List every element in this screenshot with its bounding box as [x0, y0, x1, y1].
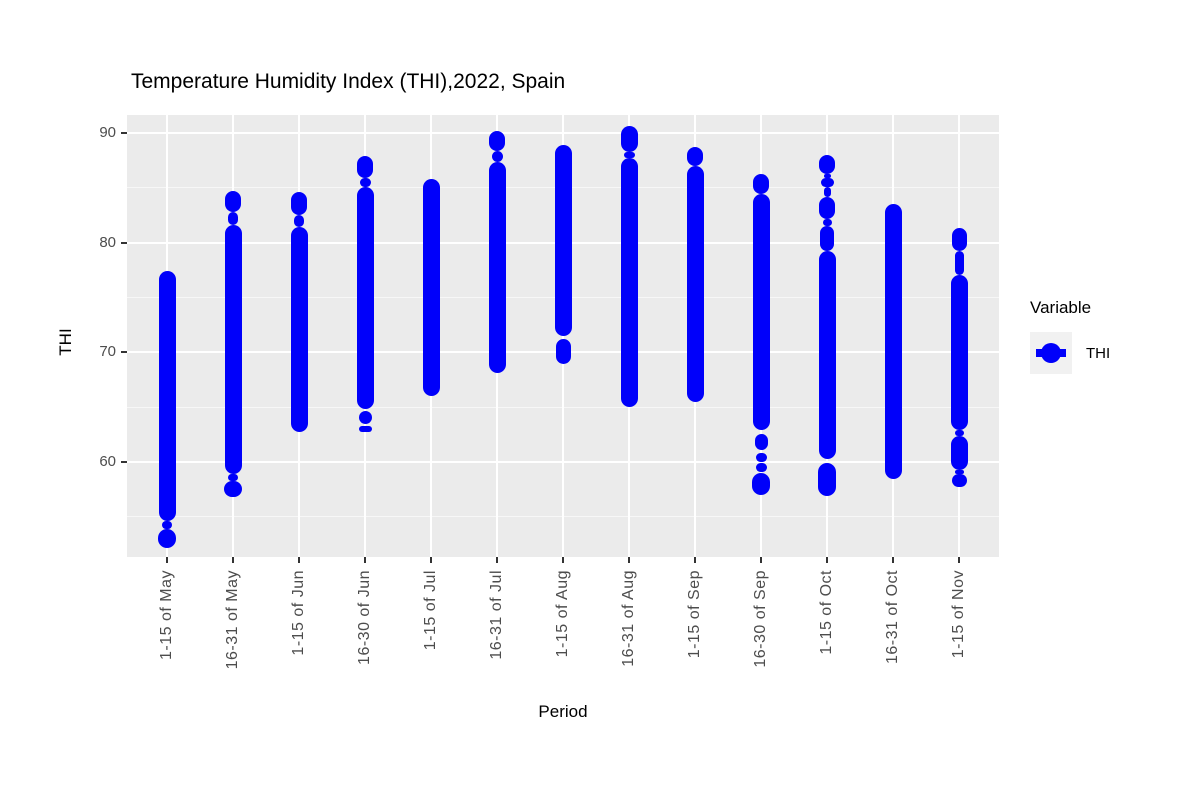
- point-column-segment: [820, 226, 834, 252]
- point-column-segment: [158, 529, 176, 548]
- x-tick: [892, 557, 894, 563]
- point-column-segment: [823, 186, 831, 197]
- plot-panel: [127, 115, 999, 557]
- point-column-segment: [752, 194, 770, 431]
- point-column-segment: [488, 161, 506, 374]
- x-tick-label: 1-15 of Nov: [950, 570, 967, 659]
- point-column-segment: [422, 179, 440, 397]
- point-column-segment: [822, 218, 832, 227]
- point-column-segment: [359, 177, 371, 187]
- point-column-segment: [823, 173, 831, 178]
- point-column-segment: [819, 154, 835, 174]
- point-column-segment: [358, 410, 372, 424]
- point-column-segment: [754, 433, 768, 451]
- point-column-segment: [224, 225, 242, 475]
- point-column-segment: [755, 453, 767, 463]
- x-tick-label: 16-31 of Oct: [884, 570, 901, 665]
- point-column-segment: [818, 251, 836, 459]
- point-column-segment: [489, 130, 505, 151]
- gridline-major-x: [562, 115, 564, 557]
- point-column-segment: [291, 192, 307, 216]
- x-tick-label: 1-15 of Jun: [290, 570, 307, 656]
- y-tick-label: 60: [99, 453, 116, 471]
- point-column-segment: [294, 215, 304, 228]
- point-column-segment: [358, 425, 372, 433]
- point-column-segment: [228, 474, 238, 481]
- point-column-segment: [819, 196, 835, 219]
- x-tick-label: 16-30 of Sep: [752, 570, 769, 668]
- x-tick-label: 16-31 of Aug: [620, 570, 637, 667]
- point-column-segment: [491, 150, 503, 162]
- y-tick-label: 90: [99, 124, 116, 141]
- legend-key: [1030, 332, 1072, 374]
- axis-title-y: THI: [56, 328, 75, 356]
- point-column-segment: [755, 463, 767, 472]
- point-glyph-icon: [1041, 343, 1061, 363]
- point-column-segment: [158, 271, 176, 522]
- y-tick: [121, 241, 127, 244]
- x-tick: [364, 557, 366, 563]
- x-tick-label: 16-30 of Jun: [356, 570, 373, 665]
- point-column-segment: [752, 473, 770, 495]
- x-tick-label: 1-15 of Aug: [554, 570, 571, 658]
- x-tick: [826, 557, 828, 563]
- x-tick: [430, 557, 432, 563]
- point-column-segment: [950, 274, 968, 431]
- point-column-segment: [290, 227, 308, 433]
- x-tick: [562, 557, 564, 563]
- legend-item: THI: [1030, 332, 1195, 374]
- point-column-segment: [820, 177, 834, 187]
- point-column-segment: [687, 147, 703, 166]
- point-column-segment: [620, 158, 638, 408]
- point-column-segment: [225, 191, 241, 212]
- x-tick: [298, 557, 300, 563]
- point-column-segment: [884, 204, 902, 479]
- y-tick-label: 70: [99, 343, 116, 361]
- point-column-segment: [686, 165, 704, 402]
- x-tick: [232, 557, 234, 563]
- x-tick-label: 1-15 of Jul: [422, 570, 439, 651]
- x-tick-label: 1-15 of May: [158, 570, 175, 660]
- point-column-segment: [951, 228, 967, 252]
- point-column-segment: [951, 474, 967, 488]
- axis-title-x: Period: [538, 702, 588, 721]
- x-tick-label: 1-15 of Sep: [686, 570, 703, 659]
- x-tick-label: 1-15 of Oct: [818, 570, 835, 655]
- point-column-segment: [555, 339, 571, 365]
- x-tick: [628, 557, 630, 563]
- y-tick: [121, 351, 127, 354]
- x-tick: [496, 557, 498, 563]
- x-tick-label: 16-31 of May: [224, 570, 241, 670]
- point-column-segment: [950, 435, 968, 470]
- legend-title: Variable: [1030, 298, 1092, 317]
- point-column-segment: [954, 251, 964, 275]
- chart-title: Temperature Humidity Index (THI),2022, S…: [131, 70, 566, 93]
- point-column-segment: [954, 469, 964, 475]
- point-column-segment: [228, 211, 238, 226]
- point-column-segment: [162, 521, 172, 529]
- point-column-segment: [357, 156, 373, 178]
- legend-item-label: THI: [1086, 344, 1111, 362]
- point-column-segment: [753, 173, 769, 195]
- point-column-segment: [620, 126, 638, 152]
- point-column-segment: [554, 145, 572, 336]
- x-tick-label: 16-31 of Jul: [488, 570, 505, 660]
- point-column-segment: [356, 186, 374, 410]
- point-column-segment: [623, 151, 635, 159]
- y-tick-label: 80: [99, 233, 116, 251]
- y-tick: [121, 461, 127, 464]
- x-tick: [694, 557, 696, 563]
- x-tick: [958, 557, 960, 563]
- x-tick: [760, 557, 762, 563]
- x-tick: [166, 557, 168, 563]
- point-column-segment: [224, 480, 242, 498]
- legend: Variable THI: [1030, 298, 1195, 374]
- point-column-segment: [818, 463, 836, 497]
- y-tick: [121, 132, 127, 134]
- point-column-segment: [954, 430, 964, 436]
